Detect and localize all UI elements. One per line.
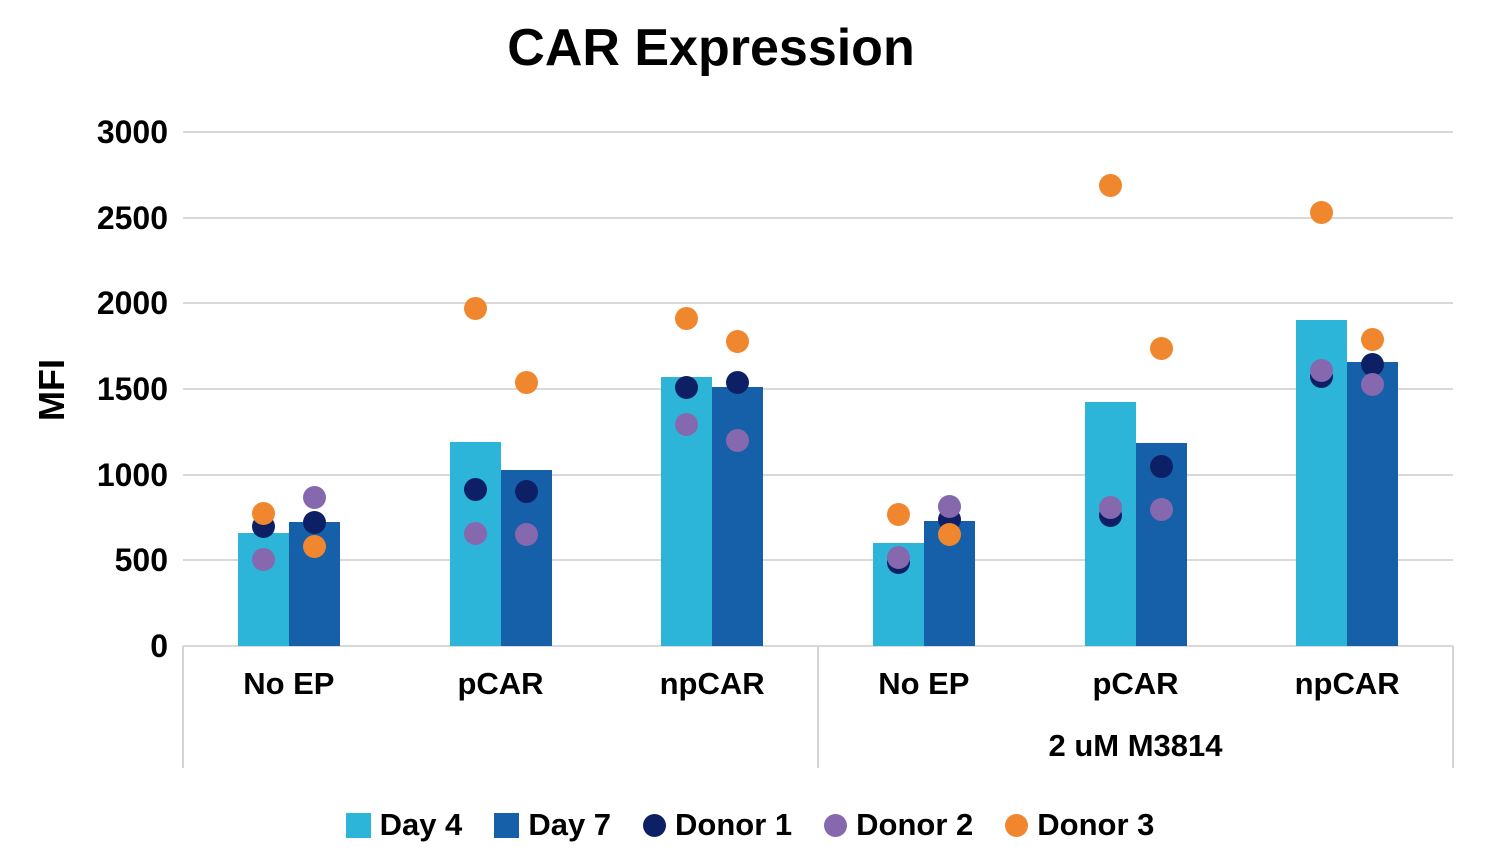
dot-donor-1-npcar-5-day-7 xyxy=(1361,352,1385,376)
dot-donor-2-npcar-5-day-7 xyxy=(1361,373,1385,397)
y-tick-label-3000: 3000 xyxy=(96,113,168,150)
dot-donor-3-pcar-1-day-7 xyxy=(514,370,538,394)
legend-item-donor-3: Donor 3 xyxy=(1005,807,1154,843)
legend-circle-icon-donor-1 xyxy=(643,813,667,837)
dot-donor-2-npcar-5-day-4 xyxy=(1310,359,1334,383)
y-tick-label-2500: 2500 xyxy=(96,199,168,236)
dot-donor-2-pcar-4-day-4 xyxy=(1098,495,1122,519)
dot-donor-2-npcar-2-day-7 xyxy=(726,428,750,452)
dot-donor-2-no-ep-3-day-7 xyxy=(937,494,961,518)
gridline-2500 xyxy=(183,216,1453,219)
y-tick-label-2000: 2000 xyxy=(96,285,168,322)
dot-donor-2-no-ep-0-day-7 xyxy=(302,486,326,510)
legend-label-donor-2: Donor 2 xyxy=(856,807,974,842)
category-axis-divider-1 xyxy=(817,646,819,768)
gridline-500 xyxy=(183,559,1453,562)
y-tick-label-1500: 1500 xyxy=(96,370,168,407)
dot-donor-1-pcar-1-day-4 xyxy=(463,477,487,501)
gridline-2000 xyxy=(183,302,1453,305)
dot-donor-1-no-ep-0-day-7 xyxy=(302,511,326,535)
y-tick-label-0: 0 xyxy=(150,628,168,664)
dot-donor-3-pcar-1-day-4 xyxy=(463,296,487,320)
gridline-1000 xyxy=(183,473,1453,476)
category-label-pcar-4: pCAR xyxy=(1092,666,1179,701)
dot-donor-2-npcar-2-day-4 xyxy=(675,412,699,436)
gridline-1500 xyxy=(183,387,1453,390)
dot-donor-3-no-ep-0-day-4 xyxy=(251,501,275,525)
dot-donor-3-npcar-2-day-4 xyxy=(675,307,699,331)
category-label-npcar-2: npCAR xyxy=(659,666,765,701)
legend-label-day-7: Day 7 xyxy=(528,807,612,842)
dot-donor-2-pcar-4-day-7 xyxy=(1149,498,1173,522)
category-axis-divider-2 xyxy=(1452,646,1454,768)
dot-donor-3-npcar-5-day-7 xyxy=(1361,327,1385,351)
legend-label-donor-3: Donor 3 xyxy=(1037,807,1155,842)
legend-item-donor-1: Donor 1 xyxy=(643,807,792,843)
dot-donor-2-pcar-1-day-4 xyxy=(463,522,487,546)
group-axis-label: 2 uM M3814 xyxy=(1048,728,1223,763)
dot-donor-1-pcar-1-day-7 xyxy=(514,480,538,504)
legend-item-day-7: Day 7 xyxy=(494,807,611,843)
dot-donor-2-no-ep-3-day-4 xyxy=(886,546,910,570)
dot-donor-3-npcar-5-day-4 xyxy=(1310,200,1334,224)
category-label-no-ep-3: No EP xyxy=(878,666,970,701)
legend-label-donor-1: Donor 1 xyxy=(675,807,793,842)
legend-label-day-4: Day 4 xyxy=(379,807,463,842)
chart-title: CAR Expression xyxy=(507,19,915,77)
dot-donor-1-npcar-2-day-7 xyxy=(726,370,750,394)
dot-donor-3-pcar-4-day-4 xyxy=(1098,174,1122,198)
category-label-npcar-5: npCAR xyxy=(1294,666,1400,701)
legend-circle-icon-donor-2 xyxy=(824,813,848,837)
dot-donor-3-no-ep-0-day-7 xyxy=(302,535,326,559)
gridline-3000 xyxy=(183,130,1453,133)
category-label-no-ep-0: No EP xyxy=(243,666,335,701)
legend-item-day-4: Day 4 xyxy=(345,807,463,843)
dot-donor-2-pcar-1-day-7 xyxy=(514,523,538,547)
legend-square-icon-day-4 xyxy=(345,812,371,838)
dot-donor-3-no-ep-3-day-4 xyxy=(886,502,910,526)
category-axis-divider-0 xyxy=(182,646,184,768)
dot-donor-3-no-ep-3-day-7 xyxy=(937,523,961,547)
bar-day-7-npcar-5 xyxy=(1347,362,1399,646)
y-tick-label-500: 500 xyxy=(114,542,168,579)
dot-donor-3-npcar-2-day-7 xyxy=(726,330,750,354)
dot-donor-1-pcar-4-day-7 xyxy=(1149,455,1173,479)
legend-circle-icon-donor-3 xyxy=(1005,813,1029,837)
y-tick-label-1000: 1000 xyxy=(96,456,168,493)
dot-donor-3-pcar-4-day-7 xyxy=(1149,337,1173,361)
dot-donor-2-no-ep-0-day-4 xyxy=(251,547,275,571)
legend-square-icon-day-7 xyxy=(494,812,520,838)
legend-item-donor-2: Donor 2 xyxy=(824,807,973,843)
bar-day-7-npcar-2 xyxy=(712,387,764,646)
dot-donor-1-npcar-2-day-4 xyxy=(675,375,699,399)
legend: Day 4 Day 7 Donor 1 Donor 2 Donor 3 xyxy=(0,801,1500,849)
category-label-pcar-1: pCAR xyxy=(457,666,544,701)
